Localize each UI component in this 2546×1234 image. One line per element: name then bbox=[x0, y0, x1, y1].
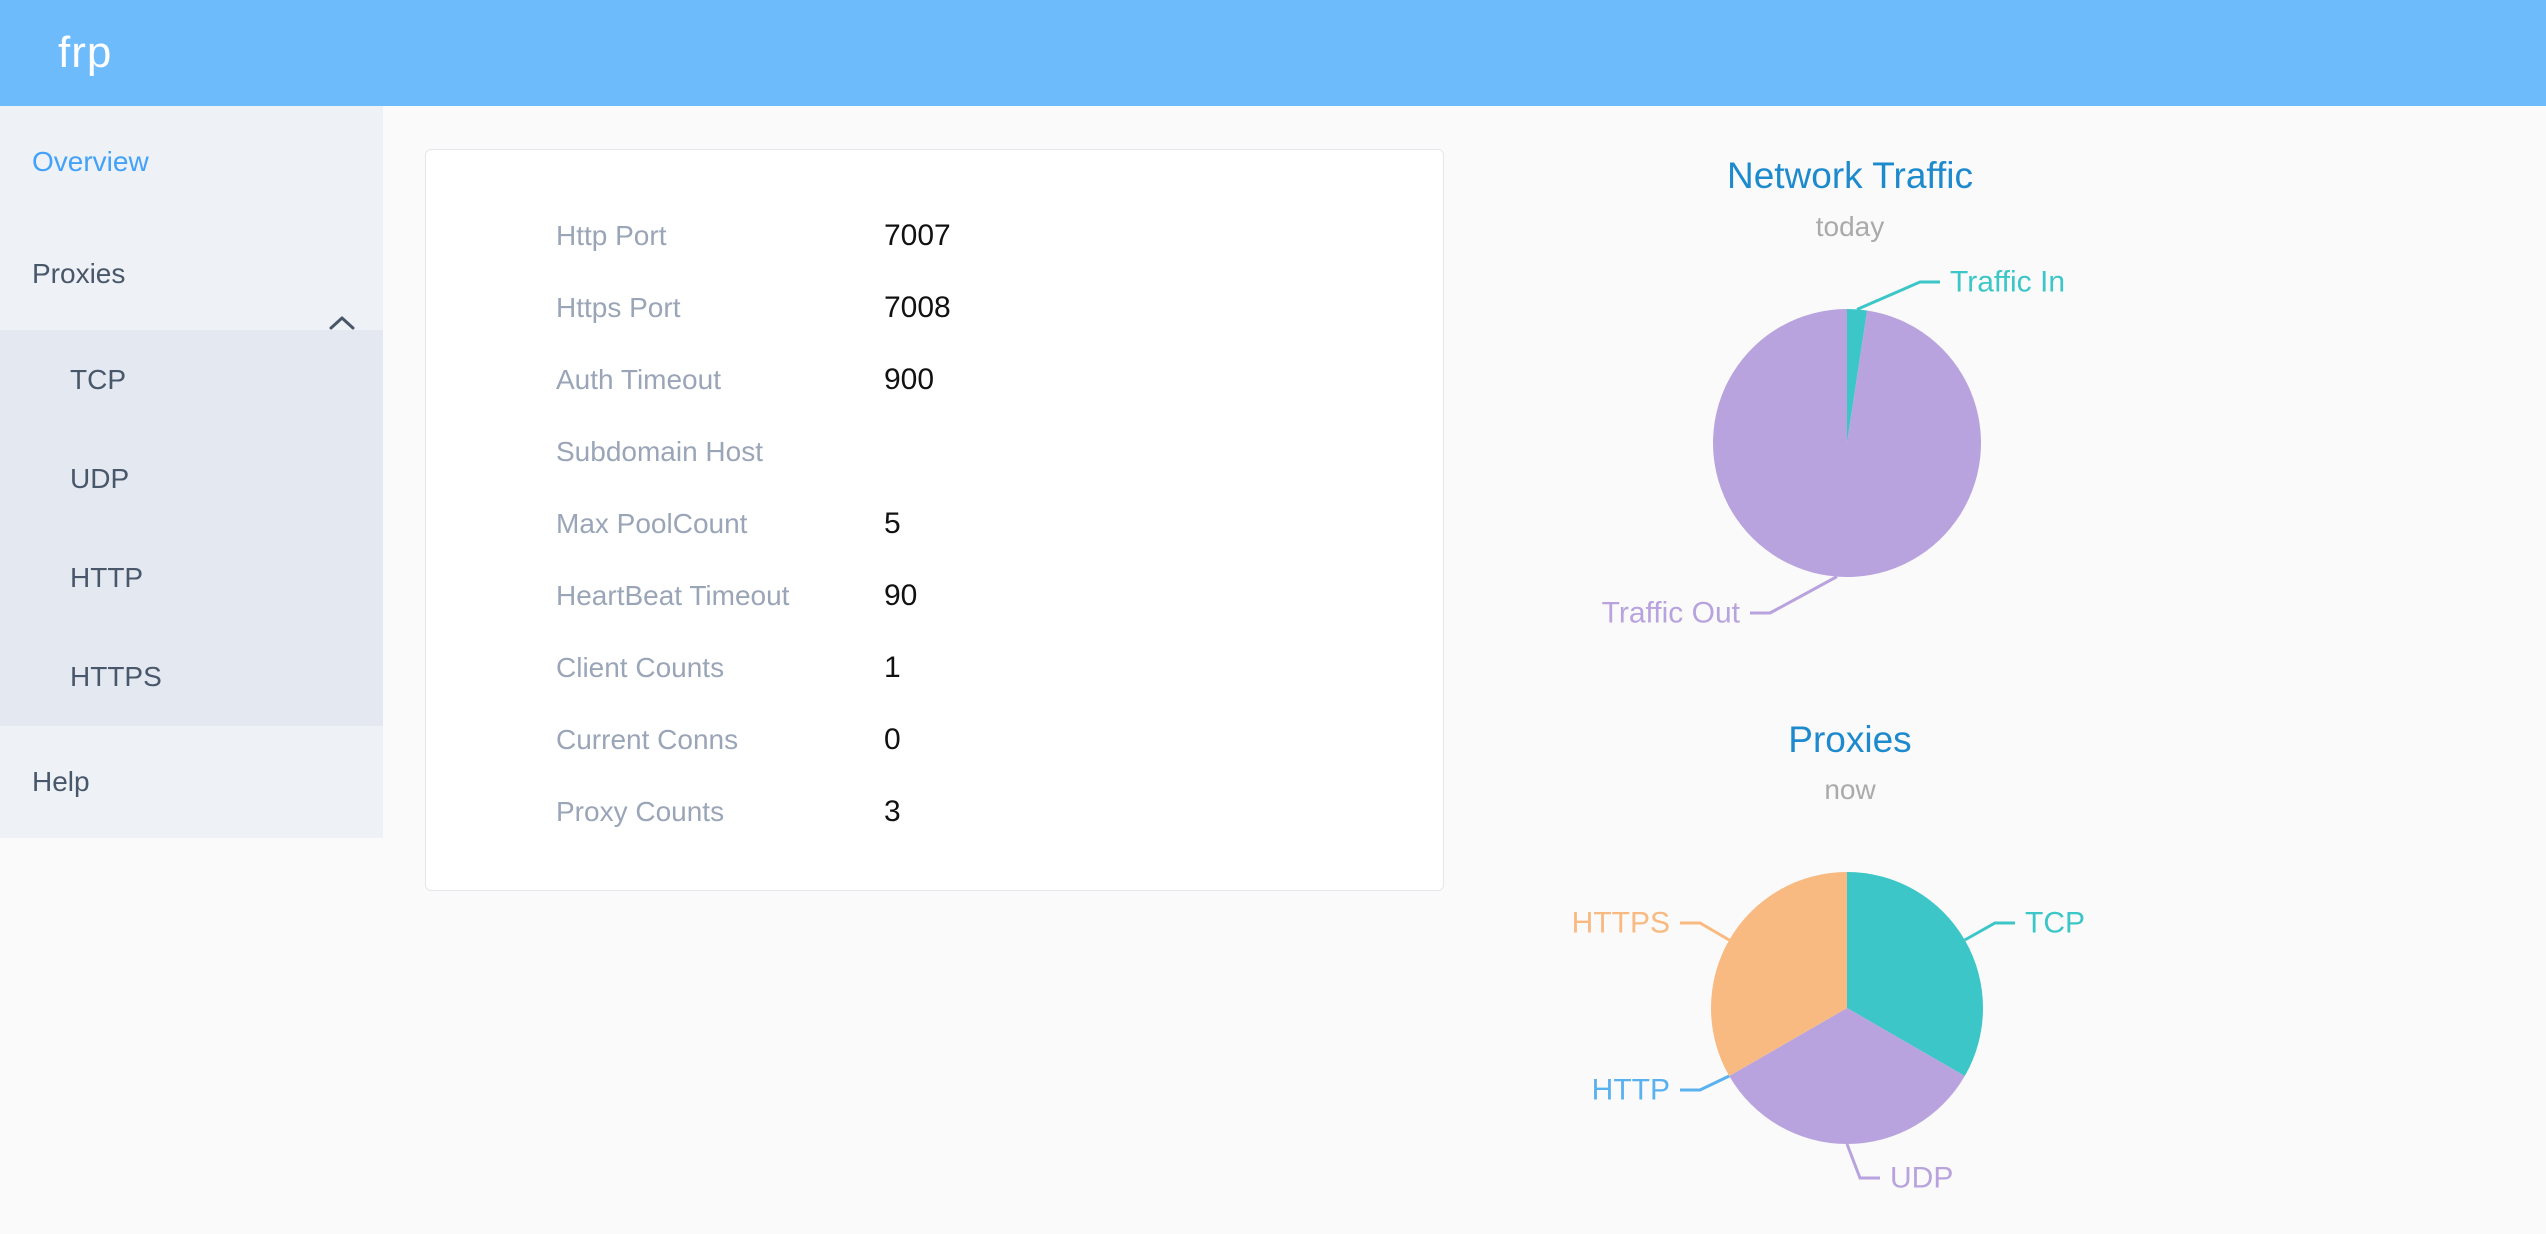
pie-slice-udp[interactable] bbox=[1729, 1008, 1965, 1145]
chart-title: Network Traffic bbox=[1726, 155, 1974, 196]
chart-title: Proxies bbox=[1788, 719, 1912, 760]
field-value: 5 bbox=[884, 507, 901, 540]
field-label: Current Conns bbox=[556, 724, 739, 755]
overview-row: Http Port 7007 bbox=[426, 200, 1443, 272]
overview-row: Current Conns 0 bbox=[426, 704, 1443, 776]
app-logo: frp bbox=[58, 28, 113, 77]
overview-row: Auth Timeout 900 bbox=[426, 344, 1443, 416]
sidebar-item-udp[interactable]: UDP bbox=[70, 463, 130, 494]
field-label: Http Port bbox=[556, 220, 667, 251]
chart-subtitle: now bbox=[1824, 774, 1876, 805]
pie-label-tcp: TCP bbox=[2025, 907, 2085, 940]
chevron-up-icon[interactable] bbox=[329, 266, 355, 378]
field-value: 7007 bbox=[884, 219, 951, 252]
server-overview-card: Http Port 7007 Https Port 7008 Auth Timeou… bbox=[425, 149, 1444, 891]
sidebar-item-tcp[interactable]: TCP bbox=[70, 364, 126, 395]
overview-row: Subdomain Host bbox=[426, 416, 1443, 488]
sidebar-item-help[interactable]: Help bbox=[0, 726, 383, 838]
sidebar-item-label: Overview bbox=[32, 146, 149, 177]
pie-label-traffic-out: Traffic Out bbox=[1602, 597, 1741, 630]
sidebar-item-proxies[interactable]: Proxies bbox=[0, 218, 383, 330]
field-label: Auth Timeout bbox=[556, 364, 721, 395]
proxies-pie: TCP UDP HTTP HTTPS bbox=[1572, 872, 2085, 1195]
leader-line-traffic-in bbox=[1856, 280, 1940, 311]
sidebar-nav: Overview Proxies TCP UDP HTTP HTTPS Help bbox=[0, 106, 383, 838]
leader-line-https bbox=[1680, 921, 1730, 942]
network-traffic-chart: Network Traffic today Traffic In Traffic … bbox=[1460, 130, 2240, 654]
overview-row: HeartBeat Timeout 90 bbox=[426, 560, 1443, 632]
field-value: 3 bbox=[884, 795, 901, 828]
field-value: 1 bbox=[884, 651, 901, 684]
pie-slice-https[interactable] bbox=[1710, 872, 1847, 1076]
chart-subtitle: today bbox=[1815, 211, 1885, 242]
leader-line-tcp bbox=[1964, 921, 2015, 942]
pie-label-http: HTTP bbox=[1592, 1074, 1670, 1107]
field-value: 7008 bbox=[884, 291, 951, 324]
field-label: HeartBeat Timeout bbox=[556, 580, 790, 611]
leader-line-http bbox=[1680, 1074, 1730, 1092]
sidebar-item-http[interactable]: HTTP bbox=[70, 562, 144, 593]
overview-row: Https Port 7008 bbox=[426, 272, 1443, 344]
proxies-chart: Proxies now TCP UDP HTTP HTTPS bbox=[1460, 660, 2240, 1234]
app-header: frp bbox=[0, 0, 2546, 106]
pie-slice-traffic-out[interactable] bbox=[1713, 309, 1982, 577]
field-label: Max PoolCount bbox=[556, 508, 748, 539]
field-label: Proxy Counts bbox=[556, 796, 725, 827]
overview-row: Max PoolCount 5 bbox=[426, 488, 1443, 560]
field-label: Subdomain Host bbox=[556, 436, 764, 467]
field-value: 900 bbox=[884, 363, 935, 396]
pie-label-udp: UDP bbox=[1890, 1162, 1953, 1195]
pie-label-https: HTTPS bbox=[1572, 907, 1670, 940]
pie-label-traffic-in: Traffic In bbox=[1950, 266, 2065, 299]
overview-row: Proxy Counts 3 bbox=[426, 776, 1443, 848]
sidebar-item-label: Help bbox=[32, 766, 90, 797]
sidebar-item-https[interactable]: HTTPS bbox=[70, 661, 162, 692]
field-label: Https Port bbox=[556, 292, 681, 323]
proxies-submenu: TCP UDP HTTP HTTPS bbox=[0, 330, 383, 726]
leader-line-udp bbox=[1845, 1143, 1880, 1180]
field-label: Client Counts bbox=[556, 652, 725, 683]
network-traffic-pie: Traffic In Traffic Out bbox=[1602, 266, 2065, 630]
field-value: 0 bbox=[884, 723, 901, 756]
pie-slice-tcp[interactable] bbox=[1847, 872, 1984, 1076]
overview-row: Client Counts 1 bbox=[426, 632, 1443, 704]
field-value: 90 bbox=[884, 579, 918, 612]
pie-slice-traffic-in[interactable] bbox=[1847, 309, 1868, 443]
sidebar-item-overview[interactable]: Overview bbox=[0, 106, 383, 218]
sidebar-item-label: Proxies bbox=[32, 258, 126, 289]
leader-line-traffic-out bbox=[1750, 575, 1838, 615]
